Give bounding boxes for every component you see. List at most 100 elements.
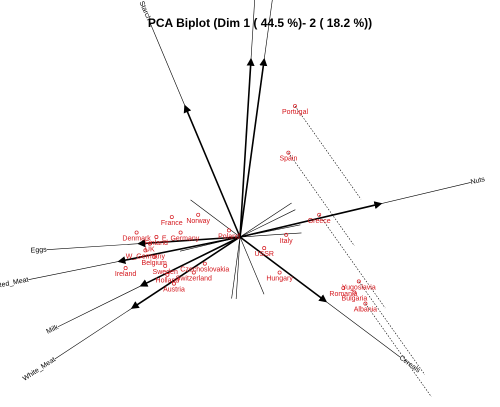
arrow-fish	[239, 57, 255, 238]
arrow-red-meat	[117, 236, 241, 265]
obs-romania: Romania	[329, 286, 358, 298]
point-holland	[165, 272, 170, 277]
obs-denmark: Denmark	[122, 230, 151, 243]
vector-white-meat: White_Meat	[22, 202, 292, 383]
point-spain	[286, 150, 291, 155]
vector-milk: Milk	[45, 209, 296, 336]
label-holland: Holland	[156, 278, 180, 285]
point-hungary	[277, 270, 282, 275]
vector-label-red-meat: Red_Meat	[0, 277, 29, 290]
point-austria	[172, 281, 176, 286]
label-austria: Austria	[163, 287, 185, 294]
label-hungary: Hungary	[266, 276, 293, 283]
label-bulgaria: Bulgaria	[342, 296, 368, 303]
arrow-nuts	[239, 201, 383, 238]
arrow-eggs	[137, 236, 241, 248]
obs-yugoslavia: Yugoslavia	[342, 279, 376, 291]
obs-norway: Norway	[186, 212, 211, 225]
label-spain: Spain	[279, 156, 297, 163]
point-belgium	[152, 255, 157, 259]
label-poland: Poland	[218, 233, 240, 240]
point-italy	[284, 232, 289, 237]
label-ussr: USSR	[254, 251, 273, 258]
label-switzerland: Switzerland	[176, 276, 212, 283]
obs-austria: Austria	[163, 281, 185, 294]
label-e-germany: E_Germany	[162, 236, 200, 243]
obs-greece: Greece	[308, 212, 331, 225]
point-finland	[154, 235, 159, 239]
point-france	[169, 215, 174, 219]
point-yugoslavia	[356, 279, 361, 284]
variable-vectors: Fruits_VegetablesFish Starch Nuts Eggs Red_M…	[0, 0, 486, 383]
label-portugal: Portugal	[282, 109, 309, 116]
vector-label-nuts: Nuts	[470, 176, 486, 186]
arrow-milk	[139, 236, 241, 287]
label-albania: Albania	[354, 307, 377, 314]
guide-line-yugoslavia	[358, 281, 426, 375]
arrow-fruits-vegetables	[239, 57, 268, 238]
arrow-starch	[183, 104, 241, 238]
obs-w-germany: W_Germany	[126, 248, 166, 260]
vector-label-milk: Milk	[45, 324, 60, 336]
point-czechoslovakia	[202, 261, 207, 266]
vector-eggs: Eggs	[30, 232, 302, 255]
obs-finland: Finland	[145, 235, 168, 247]
obs-albania: Albania	[354, 301, 377, 314]
point-ireland	[123, 266, 128, 271]
guide-line-albania	[365, 303, 432, 398]
label-sweden: Sweden	[153, 269, 178, 276]
label-italy: Italy	[280, 238, 293, 245]
obs-spain: Spain	[279, 150, 297, 163]
guide-line-portugal	[294, 105, 362, 200]
point-e-germany	[178, 230, 183, 235]
point-bulgaria	[352, 290, 357, 295]
point-poland	[227, 228, 231, 233]
label-uk: UK	[145, 247, 155, 254]
point-switzerland	[191, 270, 196, 275]
label-finland: Finland	[145, 240, 168, 247]
label-romania: Romania	[329, 291, 357, 298]
label-norway: Norway	[186, 218, 210, 225]
obs-portugal: Portugal	[282, 104, 309, 116]
label-belgium: Belgium	[142, 260, 167, 267]
label-czechoslovakia: Czechoslovakia	[180, 267, 229, 274]
obs-ussr: USSR	[254, 246, 274, 258]
point-portugal	[293, 104, 297, 108]
obs-uk: UK	[145, 241, 155, 254]
point-denmark	[134, 230, 139, 235]
obs-hungary: Hungary	[266, 270, 293, 283]
guide-line-spain	[288, 152, 355, 247]
label-greece: Greece	[308, 218, 331, 225]
point-albania	[363, 301, 368, 306]
observations: Portugal Spain Greece Italy USSR Hungary Roman…	[115, 104, 377, 314]
vector-fish: Fish	[235, 0, 255, 300]
obs-bulgaria: Bulgaria	[342, 290, 368, 303]
label-yugoslavia: Yugoslavia	[342, 284, 376, 291]
point-uk	[147, 241, 152, 246]
vector-label-white-meat: White_Meat	[22, 356, 57, 382]
obs-holland: Holland	[156, 272, 180, 285]
arrow-cereals	[239, 236, 328, 303]
label-ireland: Ireland	[115, 271, 137, 278]
obs-poland: Poland	[218, 228, 240, 240]
vector-fruits-vegetables: Fruits_Vegetables	[231, 0, 273, 299]
vector-label-eggs: Eggs	[30, 247, 47, 255]
label-france: France	[161, 220, 183, 227]
chart-title: PCA Biplot (Dim 1 ( 44.5 %)- 2 ( 18.2 %)…	[148, 16, 372, 30]
vector-cereals: Cereals	[190, 199, 422, 375]
obs-belgium: Belgium	[142, 255, 167, 267]
vector-label-starch: Starch	[138, 0, 152, 21]
point-ussr	[262, 246, 267, 251]
label-w-germany: W_Germany	[126, 253, 166, 260]
label-denmark: Denmark	[122, 236, 151, 243]
obs-sweden: Sweden	[153, 263, 178, 276]
obs-e-germany: E_Germany	[162, 230, 200, 243]
point-greece	[317, 212, 322, 217]
obs-ireland: Ireland	[115, 266, 137, 278]
point-norway	[196, 212, 201, 217]
point-w-germany	[143, 248, 148, 253]
obs-france: France	[161, 215, 183, 227]
point-romania	[341, 286, 346, 291]
guide-line-greece	[318, 214, 386, 309]
